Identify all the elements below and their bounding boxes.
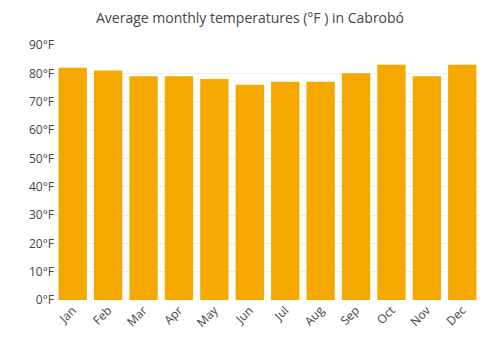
- svg-text:Jun: Jun: [231, 302, 256, 327]
- svg-text:70°F: 70°F: [29, 93, 54, 110]
- svg-text:Average monthly temperatures (: Average monthly temperatures (°F ) in Ca…: [96, 8, 404, 27]
- svg-text:Aug: Aug: [300, 302, 328, 330]
- svg-text:Mar: Mar: [123, 302, 151, 330]
- svg-text:Feb: Feb: [89, 302, 115, 328]
- svg-text:May: May: [193, 301, 222, 330]
- svg-text:Jan: Jan: [55, 302, 80, 327]
- svg-text:80°F: 80°F: [29, 65, 54, 82]
- svg-text:90°F: 90°F: [29, 36, 54, 53]
- svg-text:60°F: 60°F: [29, 121, 54, 138]
- svg-text:Nov: Nov: [406, 302, 434, 330]
- svg-text:Oct: Oct: [373, 302, 399, 328]
- svg-text:40°F: 40°F: [29, 178, 54, 195]
- svg-text:10°F: 10°F: [29, 263, 54, 280]
- svg-text:Jul: Jul: [270, 302, 292, 324]
- svg-text:Sep: Sep: [336, 302, 363, 329]
- svg-text:30°F: 30°F: [29, 206, 54, 223]
- svg-text:Dec: Dec: [442, 302, 469, 329]
- svg-text:Apr: Apr: [160, 302, 186, 328]
- svg-text:20°F: 20°F: [29, 235, 54, 252]
- svg-text:0°F: 0°F: [36, 291, 54, 308]
- svg-text:50°F: 50°F: [29, 150, 54, 167]
